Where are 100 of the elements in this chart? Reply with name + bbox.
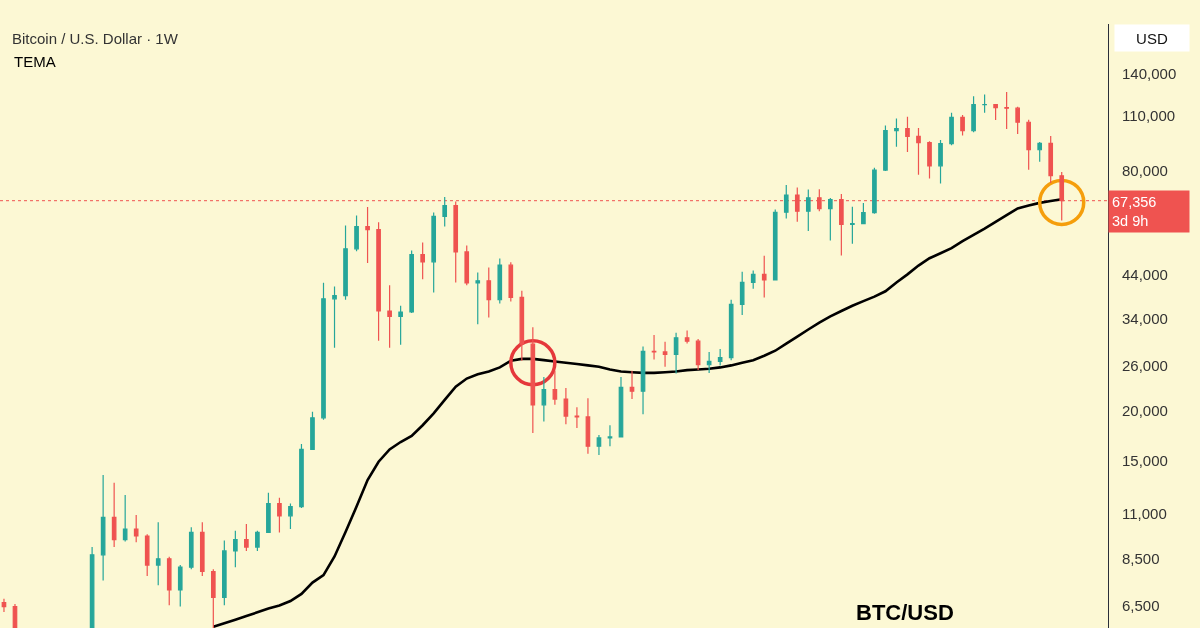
candlestick — [894, 117, 899, 148]
candlestick — [199, 521, 205, 577]
candlestick — [453, 201, 459, 284]
y-tick-label: 44,000 — [1122, 265, 1168, 283]
y-axis-title: USD — [1136, 29, 1168, 47]
candlestick — [1, 598, 7, 613]
candlestick — [376, 221, 381, 342]
candlestick — [861, 202, 866, 225]
ref-line-label: 67,356 3d 9h — [1112, 194, 1157, 229]
candlestick — [89, 546, 95, 628]
candlestick — [607, 424, 613, 447]
candlestick — [365, 206, 370, 264]
candlestick — [828, 197, 833, 242]
candlestick — [541, 376, 547, 423]
candlestick — [596, 434, 602, 456]
candlestick — [442, 196, 448, 228]
candlestick — [982, 93, 987, 114]
annotation: BTC/USD — [856, 600, 954, 625]
candlestick — [750, 269, 756, 290]
candlestick — [464, 244, 470, 286]
candlestick — [475, 271, 481, 325]
y-tick-label: 8,500 — [1122, 550, 1160, 568]
y-tick-label: 110,000 — [1122, 107, 1176, 125]
candlestick — [1048, 135, 1054, 184]
y-tick-label: 15,000 — [1122, 451, 1168, 469]
chart-title: Bitcoin / U.S. Dollar · 1W — [12, 30, 179, 48]
candlestick — [728, 299, 734, 361]
candlestick — [1004, 91, 1009, 130]
candlestick — [177, 564, 183, 608]
candlestick — [233, 530, 238, 568]
candlestick — [585, 397, 591, 455]
candlestick — [431, 211, 437, 294]
candlestick — [662, 341, 668, 368]
y-tick-label: 6,500 — [1122, 596, 1160, 614]
y-tick-label: 11,000 — [1122, 505, 1167, 523]
candlestick — [111, 482, 117, 548]
candlestick — [100, 474, 106, 582]
candlestick — [508, 261, 514, 303]
candlestick — [651, 334, 657, 361]
candlestick — [640, 345, 646, 415]
candlestick — [629, 370, 635, 400]
y-tick-label: 26,000 — [1122, 356, 1168, 374]
candlestick — [1037, 141, 1043, 163]
candlestick — [420, 241, 425, 280]
candlestick — [210, 568, 216, 628]
candlestick — [387, 284, 392, 349]
candlestick — [805, 188, 811, 232]
candlestick — [497, 257, 503, 305]
candlestick — [739, 271, 745, 316]
candlestick — [673, 332, 679, 375]
candlestick — [519, 290, 525, 362]
candlestick — [486, 266, 492, 319]
candlestick — [155, 521, 161, 586]
candlestick — [883, 124, 888, 172]
candlestick — [166, 556, 172, 606]
candlestick — [122, 494, 128, 543]
candlestick — [993, 103, 998, 121]
candlestick — [916, 127, 921, 176]
candlestick — [761, 255, 767, 299]
candlestick — [321, 282, 326, 421]
candlestick — [563, 387, 569, 425]
candlestick — [288, 502, 293, 530]
y-tick-label: 140,000 — [1122, 65, 1177, 83]
candlestick — [1015, 106, 1020, 135]
candlestick — [927, 140, 932, 180]
candlestick — [839, 193, 844, 256]
candlestick — [188, 526, 194, 570]
candlestick — [144, 533, 150, 577]
candlestick — [354, 214, 359, 252]
candlestick — [574, 406, 580, 429]
candlestick — [255, 530, 260, 552]
candlestick — [222, 539, 227, 606]
candlestick — [960, 114, 965, 137]
candlestick — [938, 139, 943, 185]
y-tick-label: 34,000 — [1122, 310, 1168, 328]
candlestick — [618, 376, 624, 438]
candlestick — [409, 249, 414, 314]
candlestick — [971, 95, 976, 133]
candlestick — [299, 443, 304, 509]
candlestick — [552, 370, 558, 406]
candlestick — [310, 411, 315, 451]
candlestick — [783, 184, 789, 220]
candlestick — [850, 206, 855, 245]
y-tick-label: 80,000 — [1122, 162, 1168, 180]
candlestick — [905, 116, 910, 153]
candlestick — [332, 285, 337, 349]
candlestick — [1026, 119, 1031, 171]
candlestick — [717, 348, 723, 366]
candlestick — [343, 224, 348, 301]
text: TEMA — [14, 53, 56, 70]
candlestick — [695, 338, 701, 371]
y-tick-label: 20,000 — [1122, 402, 1168, 420]
candlestick — [949, 112, 954, 146]
candlestick — [530, 326, 536, 434]
candlestick — [772, 208, 778, 281]
candlestick — [266, 492, 271, 534]
candlestick — [706, 351, 712, 374]
candlestick — [398, 305, 403, 346]
candlestick — [244, 523, 249, 552]
candlestick — [684, 329, 690, 345]
